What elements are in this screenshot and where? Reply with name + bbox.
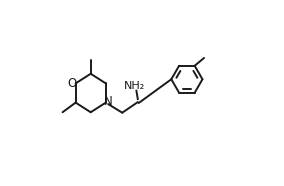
Text: O: O [68, 77, 77, 90]
Text: N: N [104, 95, 112, 108]
Text: NH₂: NH₂ [124, 81, 145, 91]
